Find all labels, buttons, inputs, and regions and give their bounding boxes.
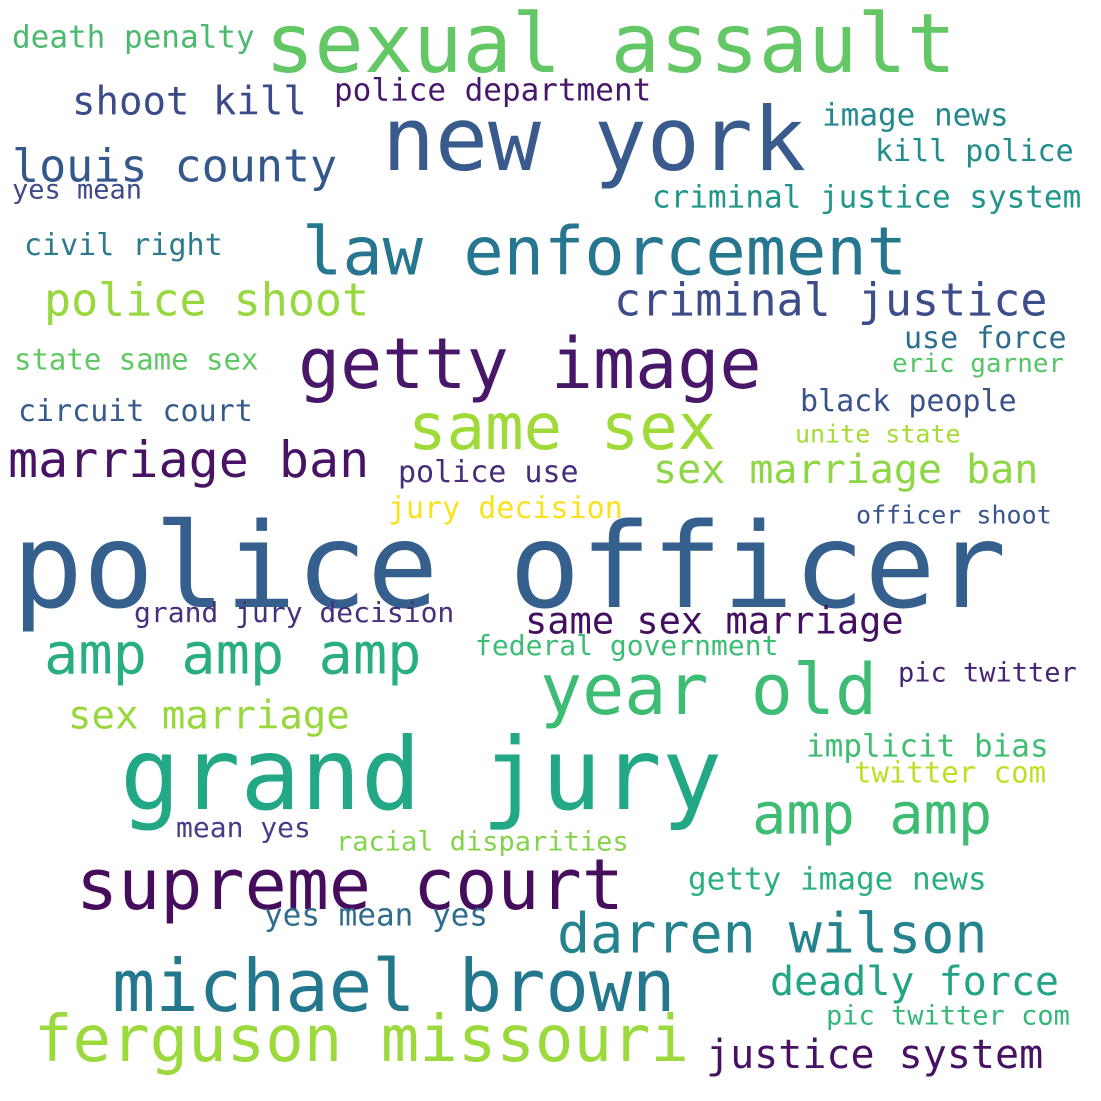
word-jury-decision: jury decision	[388, 491, 623, 526]
word-circuit-court: circuit court	[18, 394, 253, 429]
word-pic-twitter: pic twitter	[898, 657, 1077, 689]
word-criminal-justice: criminal justice	[614, 273, 1048, 327]
word-use-force: use force	[904, 321, 1067, 356]
word-twitter-com: twitter com	[854, 755, 1047, 790]
word-shoot-kill: shoot kill	[72, 79, 307, 125]
word-grand-jury: grand jury	[120, 716, 723, 833]
word-eric-garner: eric garner	[892, 349, 1065, 379]
word-same-sex-marriage: same sex marriage	[525, 599, 904, 643]
word-death-penalty: death penalty	[12, 19, 255, 56]
word-yes-mean: yes mean	[12, 174, 143, 206]
word-supreme-court: supreme court	[76, 844, 624, 926]
word-justice-system: justice system	[706, 1032, 1044, 1078]
word-police-use: police use	[398, 455, 579, 490]
word-sexual-assault: sexual assault	[265, 0, 957, 92]
word-unite-state: unite state	[795, 419, 961, 449]
word-new-york: new york	[382, 88, 806, 191]
word-pic-twitter-com: pic twitter com	[826, 1000, 1070, 1032]
word-police-shoot: police shoot	[44, 273, 370, 327]
word-police-officer: police officer	[12, 497, 1007, 635]
word-ferguson-missouri: ferguson missouri	[34, 1003, 690, 1077]
word-civil-right: civil right	[24, 228, 223, 263]
word-marriage-ban: marriage ban	[8, 431, 370, 489]
word-officer-shoot: officer shoot	[856, 500, 1052, 530]
word-implicit-bias: implicit bias	[806, 728, 1049, 765]
word-police-department: police department	[334, 72, 652, 109]
word-amp-amp: amp amp	[752, 781, 993, 848]
word-getty-image: getty image	[298, 323, 762, 405]
word-same-sex: same sex	[408, 391, 717, 465]
word-law-enforcement: law enforcement	[302, 212, 908, 291]
word-deadly-force: deadly force	[770, 959, 1059, 1005]
word-darren-wilson: darren wilson	[557, 901, 988, 966]
word-louis-county: louis county	[12, 139, 338, 193]
word-mean-yes: mean yes	[176, 811, 311, 844]
word-federal-government: federal government	[475, 629, 779, 662]
word-black-people: black people	[800, 384, 1017, 419]
word-criminal-justice-system: criminal justice system	[652, 179, 1082, 216]
word-sex-marriage: sex marriage	[68, 693, 350, 739]
word-racial-disparities: racial disparities	[336, 826, 629, 858]
word-amp-amp-amp: amp amp amp	[44, 621, 422, 688]
word-getty-image-news: getty image news	[688, 861, 987, 898]
word-kill-police: kill police	[875, 134, 1074, 169]
word-state-same-sex: state same sex	[14, 342, 259, 377]
word-michael-brown: michael brown	[112, 944, 676, 1028]
word-grand-jury-decision: grand jury decision	[134, 596, 455, 629]
word-year-old: year old	[540, 649, 878, 731]
word-image-news: image news	[822, 97, 1009, 134]
word-yes-mean-yes: yes mean yes	[264, 897, 488, 934]
word-sex-marriage-ban: sex marriage ban	[653, 447, 1039, 493]
